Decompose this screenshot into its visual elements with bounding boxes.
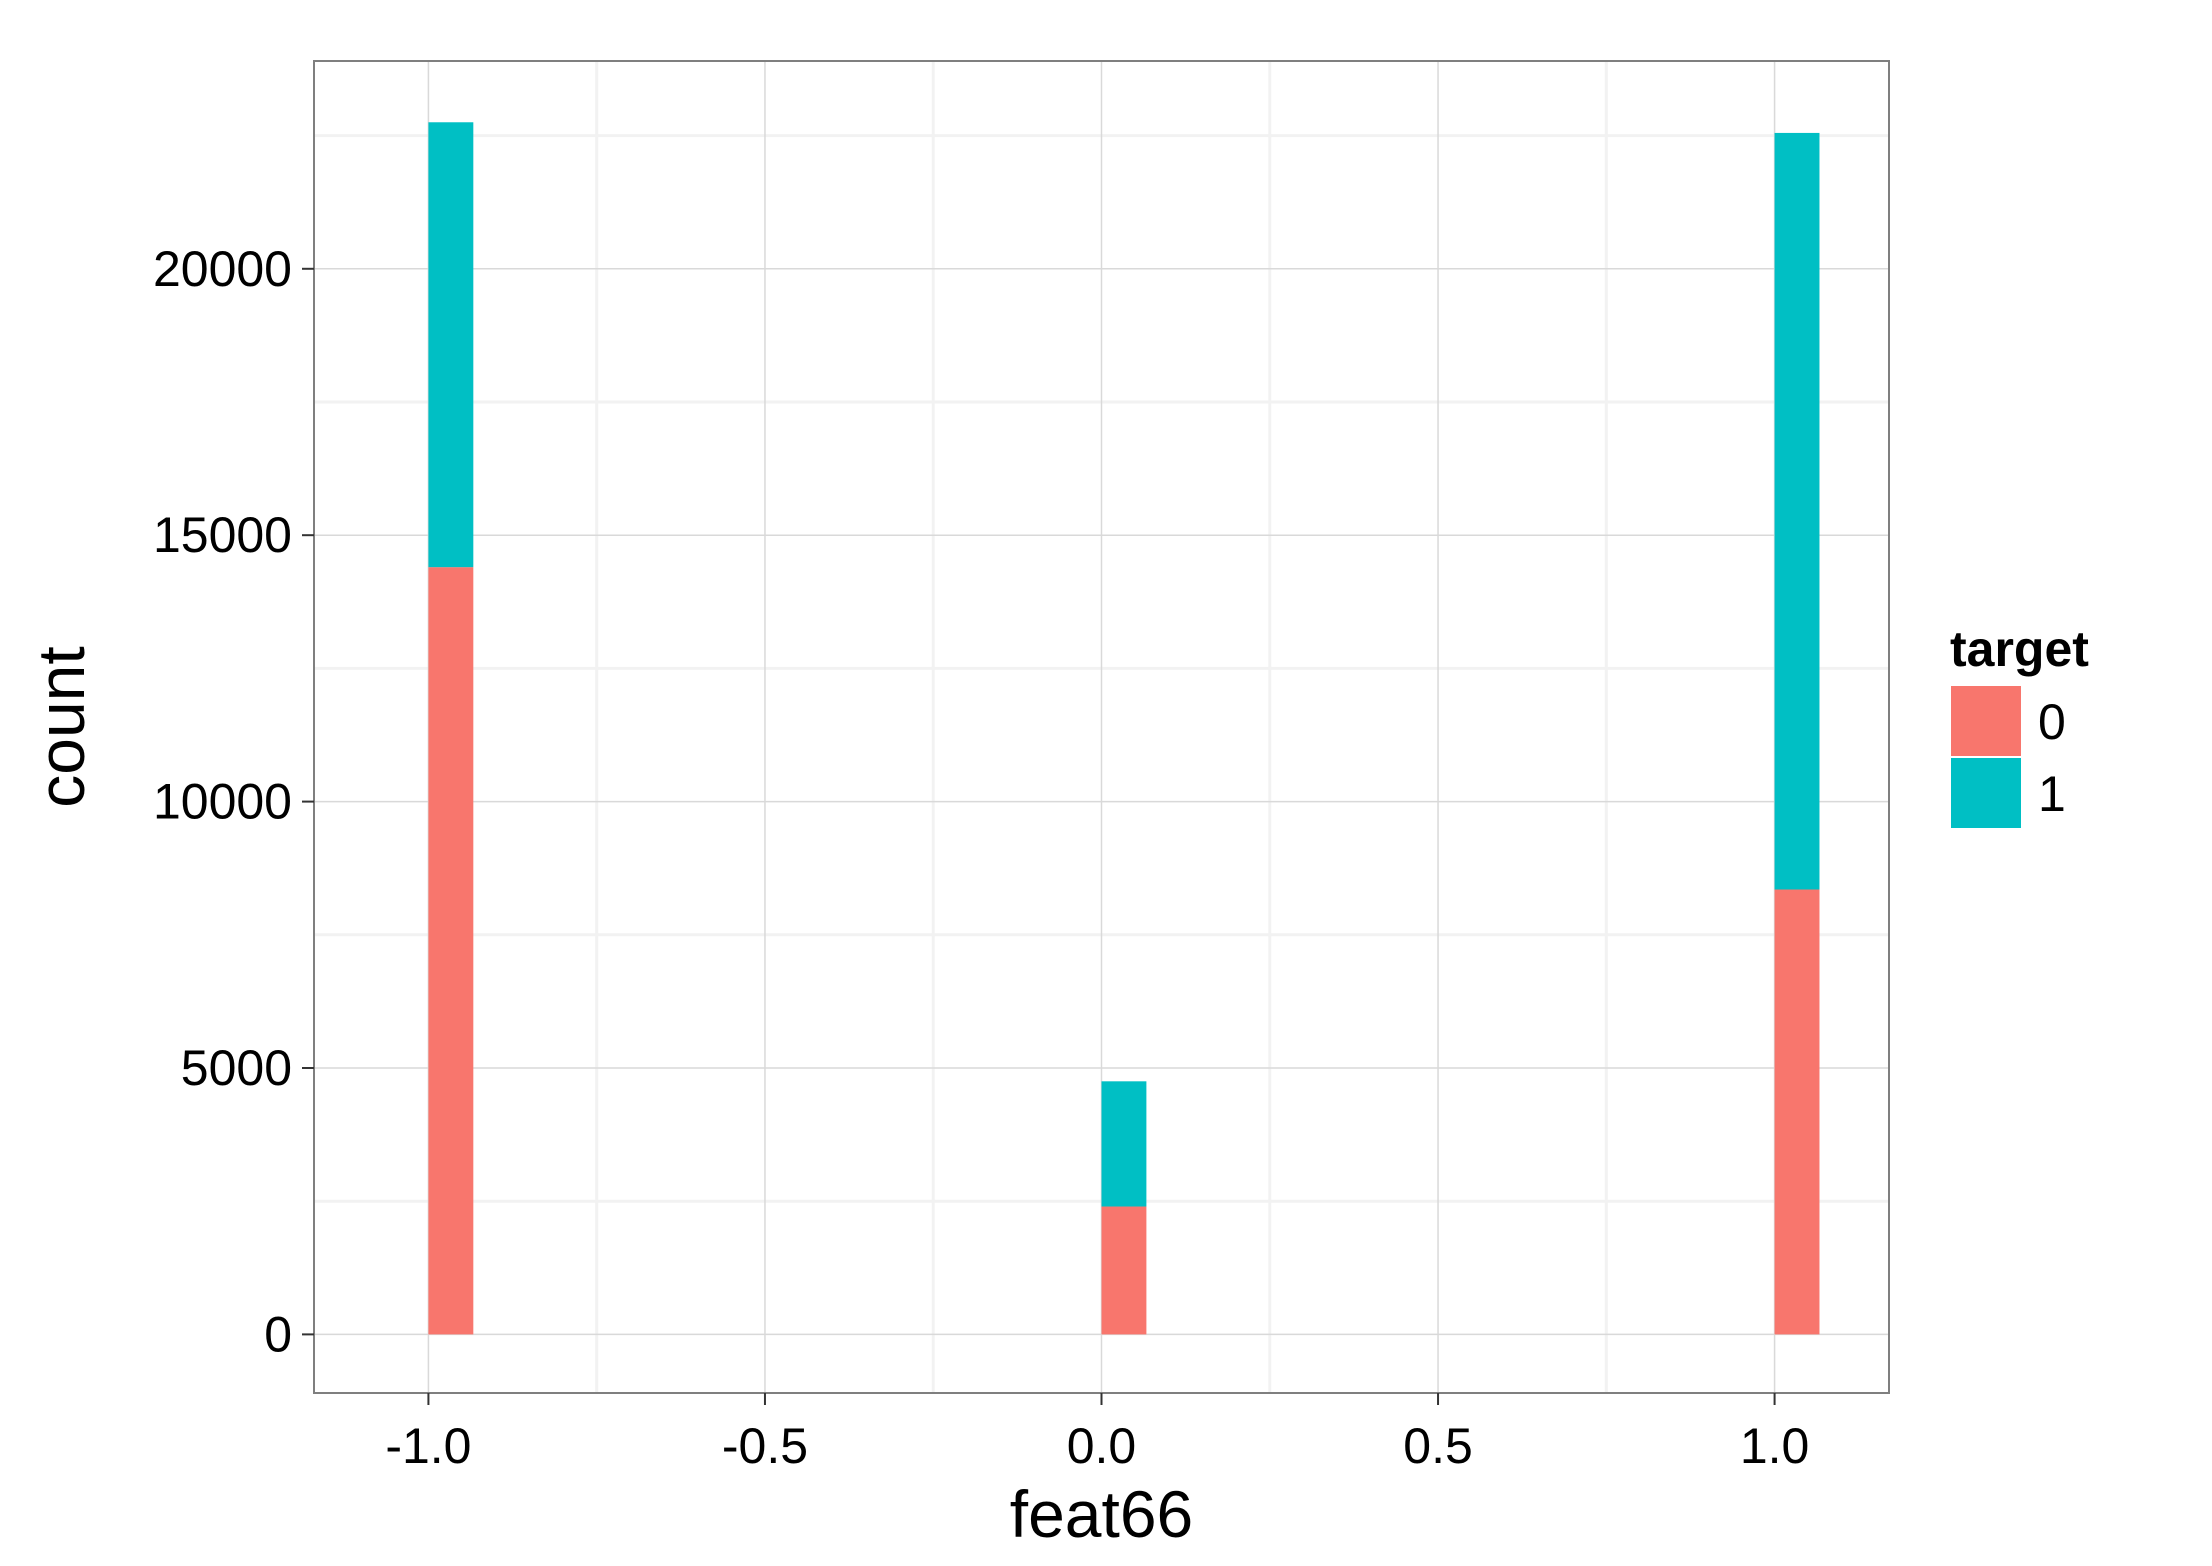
x-axis-title: feat66 — [1010, 1477, 1194, 1551]
y-tick-label: 15000 — [153, 507, 292, 563]
bar-x1-target-0 — [1774, 889, 1820, 1335]
bar-x-1-target-1 — [428, 122, 474, 568]
bar-x-1-target-0 — [428, 567, 474, 1335]
legend-entries: 01 — [1949, 684, 2066, 830]
y-tick-label: 20000 — [153, 241, 292, 297]
legend-title: target — [1950, 621, 2089, 677]
y-tick-label: 0 — [264, 1306, 292, 1362]
legend-key-1 — [1949, 756, 2023, 830]
x-tick-label: 0.0 — [1067, 1418, 1137, 1474]
bars-layer — [428, 122, 1820, 1335]
ticks-layer: -1.0 -0.5 0.0 0.5 1.0 0 5000 10000 15000 20000 — [153, 241, 1809, 1474]
x-tick-label: -0.5 — [722, 1418, 808, 1474]
x-tick-label: -1.0 — [385, 1418, 471, 1474]
legend-label-1: 1 — [2038, 766, 2066, 822]
legend-label-0: 0 — [2038, 694, 2066, 750]
legend: target 01 — [1949, 621, 2089, 830]
y-tick-label: 5000 — [181, 1040, 292, 1096]
bar-x1-target-1 — [1774, 132, 1820, 890]
y-tick-label: 10000 — [153, 774, 292, 830]
bar-x0-target-0 — [1101, 1206, 1147, 1335]
y-axis-title: count — [24, 646, 98, 807]
x-tick-label: 1.0 — [1740, 1418, 1810, 1474]
legend-key-0 — [1949, 684, 2023, 758]
x-tick-label: 0.5 — [1403, 1418, 1473, 1474]
bar-x0-target-1 — [1101, 1081, 1147, 1207]
